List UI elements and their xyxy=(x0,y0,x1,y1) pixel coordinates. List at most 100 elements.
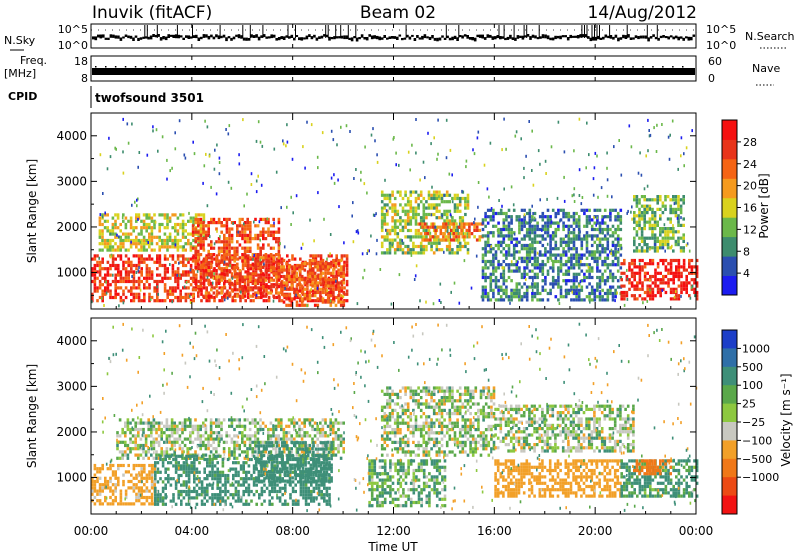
heatmap-cell xyxy=(453,196,457,201)
heatmap-cell xyxy=(238,230,242,234)
heatmap-cell xyxy=(575,221,578,225)
heatmap-cell xyxy=(602,221,605,225)
heatmap-cell xyxy=(252,299,255,303)
heatmap-cell xyxy=(249,267,253,271)
heatmap-cell xyxy=(148,299,151,303)
heatmap-cell xyxy=(531,250,534,254)
heatmap-cell xyxy=(176,273,180,277)
heatmap-cell xyxy=(633,297,636,301)
heatmap-cell xyxy=(590,275,594,280)
heatmap-cell xyxy=(316,274,320,279)
heatmap-cell xyxy=(290,223,292,226)
heatmap-cell xyxy=(464,200,467,204)
heatmap-cell xyxy=(174,273,177,277)
heatmap-cell xyxy=(157,149,159,153)
nsky-sample xyxy=(114,35,118,39)
heatmap-cell xyxy=(286,123,288,127)
heatmap-cell xyxy=(136,198,138,202)
heatmap-cell xyxy=(396,248,400,252)
nsky-sample xyxy=(667,36,670,40)
heatmap-cell xyxy=(499,298,503,302)
heatmap-cell xyxy=(114,292,117,296)
heatmap-cell xyxy=(210,243,213,247)
heatmap-cell xyxy=(603,269,607,273)
heatmap-cell xyxy=(194,256,197,260)
heatmap-cell xyxy=(204,278,208,282)
heatmap-cell xyxy=(153,219,156,223)
heatmap-cell xyxy=(114,495,117,500)
heatmap-cell xyxy=(688,294,691,298)
heatmap-cell xyxy=(669,198,672,202)
heatmap-cell xyxy=(415,118,417,121)
heatmap-cell xyxy=(544,263,547,267)
heatmap-cell xyxy=(138,151,141,154)
heatmap-cell xyxy=(140,495,143,500)
heatmap-cell xyxy=(191,233,195,237)
heatmap-cell xyxy=(264,278,268,282)
heatmap-cell xyxy=(473,235,476,239)
nsky-sample xyxy=(375,35,379,40)
heatmap-cell xyxy=(111,502,115,506)
heatmap-cell xyxy=(470,222,474,226)
heatmap-cell xyxy=(205,263,208,268)
heatmap-cell xyxy=(593,221,597,225)
heatmap-cell xyxy=(93,279,97,284)
heatmap-cell xyxy=(243,291,247,295)
heatmap-cell xyxy=(520,218,524,222)
heatmap-cell xyxy=(388,193,392,197)
heatmap-cell xyxy=(633,274,636,279)
heatmap-cell xyxy=(202,272,205,276)
heatmap-cell xyxy=(512,208,516,212)
heatmap-cell xyxy=(523,221,526,225)
heatmap-cell xyxy=(562,211,565,216)
heatmap-cell xyxy=(541,237,545,241)
heatmap-cell xyxy=(646,278,649,282)
heatmap-cell xyxy=(155,456,158,460)
heatmap-cell xyxy=(324,287,327,291)
heatmap-cell xyxy=(427,203,431,207)
heatmap-cell xyxy=(137,217,139,221)
heatmap-cell xyxy=(213,242,216,246)
heatmap-cell xyxy=(590,253,594,257)
heatmap-cell xyxy=(158,213,161,217)
heatmap-cell xyxy=(427,206,431,210)
heatmap-cell xyxy=(215,227,218,231)
nsky-sample xyxy=(468,37,472,40)
heatmap-cell xyxy=(528,237,532,241)
heatmap-cell xyxy=(296,263,299,268)
heatmap-cell xyxy=(380,206,384,210)
heatmap-cell xyxy=(492,279,495,283)
heatmap-cell xyxy=(406,248,410,252)
heatmap-cell xyxy=(614,256,617,260)
heatmap-cell xyxy=(409,168,411,172)
heatmap-cell xyxy=(337,178,339,182)
heatmap-cell xyxy=(390,302,393,306)
heatmap-cell xyxy=(635,246,639,250)
heatmap-cell xyxy=(137,279,141,284)
heatmap-cell xyxy=(135,235,138,239)
heatmap-cell xyxy=(557,208,560,212)
heatmap-cell xyxy=(124,279,128,284)
heatmap-cell xyxy=(131,203,133,207)
heatmap-cell xyxy=(319,265,322,269)
heatmap-cell xyxy=(93,489,97,493)
heatmap-cell xyxy=(295,194,298,198)
heatmap-cell xyxy=(130,299,133,303)
nsky-sample xyxy=(662,35,665,38)
heatmap-cell xyxy=(109,245,112,249)
heatmap-cell xyxy=(150,232,154,236)
heatmap-cell xyxy=(528,247,532,251)
heatmap-cell xyxy=(551,285,555,289)
heatmap-cell xyxy=(264,217,268,221)
heatmap-cell xyxy=(499,234,503,238)
heatmap-cell xyxy=(228,257,232,261)
heatmap-cell xyxy=(606,291,610,296)
heatmap-cell xyxy=(277,249,281,253)
heatmap-cell xyxy=(114,219,117,223)
heatmap-cell xyxy=(148,238,151,243)
heatmap-cell xyxy=(656,223,659,227)
heatmap-cell xyxy=(142,447,145,451)
heatmap-cell xyxy=(329,294,333,298)
heatmap-cell xyxy=(220,240,223,244)
